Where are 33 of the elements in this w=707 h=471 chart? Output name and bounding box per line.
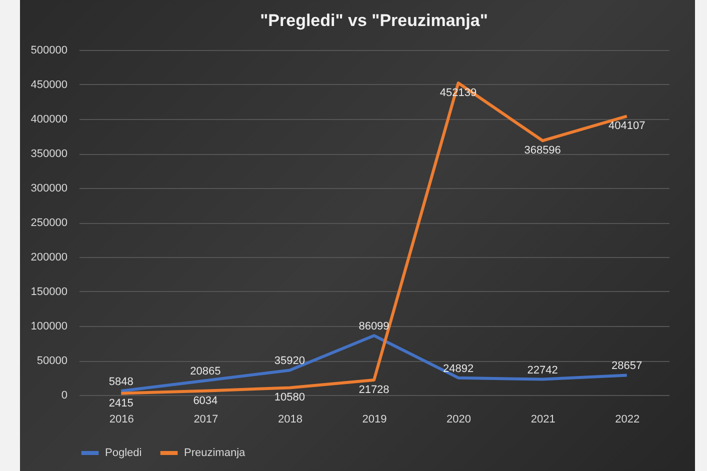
x-tick-label: 2018 [278,414,302,426]
x-tick-label: 2021 [530,414,556,426]
y-tick-label: 150000 [30,286,68,298]
data-label: 28657 [612,360,642,372]
data-label: 6034 [193,394,218,407]
legend-label: Pogledi [105,447,142,459]
data-label: 2415 [108,397,134,410]
legend-label: Preuzimanja [184,447,246,459]
y-tick-label: 450000 [30,79,68,91]
x-tick-label: 2017 [194,414,218,426]
data-label: 10580 [274,392,306,404]
chart-title: "Pregledi" vs "Preuzimanja" [260,11,488,30]
data-label: 368596 [524,144,561,157]
y-tick-label: 300000 [30,182,68,194]
data-label: 35920 [274,355,306,368]
x-tick-label: 2016 [109,414,134,426]
y-tick-label: 100000 [30,320,68,332]
y-tick-label: 350000 [30,148,68,160]
y-tick-label: 400000 [30,114,68,126]
x-tick-label: 2019 [362,414,387,426]
data-label: 21728 [358,384,390,396]
y-tick-label: 500000 [30,44,68,56]
y-tick-label: 50000 [36,355,68,367]
data-label: 5848 [108,376,134,388]
data-label: 22742 [527,364,558,376]
x-tick-label: 2022 [615,414,640,426]
y-tick-label: 200000 [30,252,68,264]
data-label: 404107 [608,120,646,132]
data-label: 24892 [442,362,474,375]
y-tick-label: 0 [61,390,68,402]
data-label: 20865 [190,366,221,378]
x-tick-label: 2020 [446,414,472,426]
y-tick-label: 250000 [30,217,68,229]
